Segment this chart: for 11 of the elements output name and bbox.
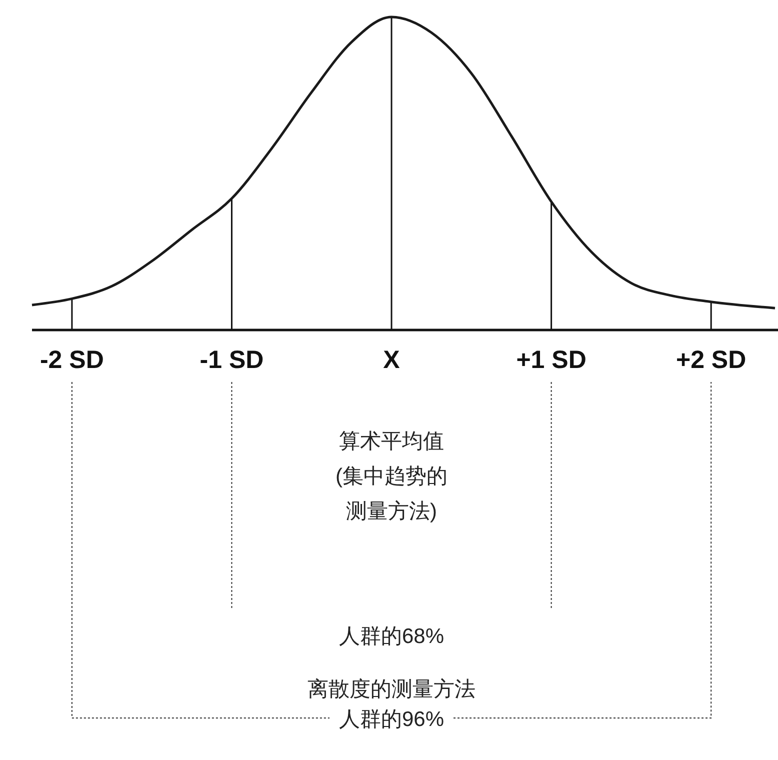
x-tick-label: +1 SD [516, 346, 586, 374]
text: 人群的68% [339, 625, 444, 648]
text: 算术平均值 [339, 430, 444, 453]
x-tick-label: X [383, 346, 400, 374]
text: (集中趋势的 [336, 465, 448, 488]
text: 离散度的测量方法 [308, 678, 476, 701]
x-tick-label: +2 SD [676, 346, 746, 374]
text: 人群的96% [339, 708, 444, 731]
x-tick-label: -1 SD [200, 346, 264, 374]
x-tick-label: -2 SD [40, 346, 104, 374]
text: 测量方法) [346, 500, 438, 523]
